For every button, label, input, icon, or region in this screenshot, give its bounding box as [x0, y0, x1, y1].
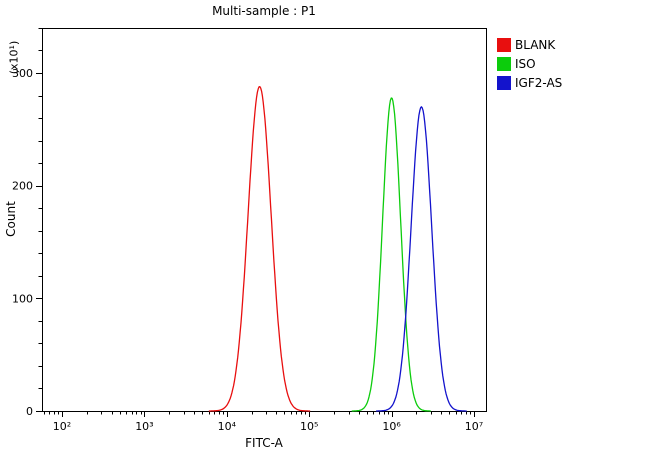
curve-iso [351, 97, 431, 412]
x-axis-label: FITC-A [245, 436, 283, 450]
legend-item-iso: ISO [497, 57, 562, 71]
axis-ticks [36, 28, 475, 417]
curve-igf2-as [376, 106, 467, 412]
legend-swatch-iso [497, 57, 511, 71]
y-tick-label: 300 [12, 67, 33, 80]
legend: BLANK ISO IGF2-AS [497, 38, 562, 95]
x-tick-label: 10⁶ [382, 420, 401, 433]
x-tick-label: 10⁴ [218, 420, 237, 433]
curve-blank [208, 86, 311, 412]
y-axis-multiplier: (x10¹) [7, 40, 21, 75]
legend-label-igf2-as: IGF2-AS [515, 76, 563, 90]
legend-item-blank: BLANK [497, 38, 562, 52]
y-axis-label: Count [4, 201, 18, 237]
legend-swatch-igf2-as [497, 76, 511, 90]
x-tick-label: 10³ [135, 420, 153, 433]
y-tick-label: 100 [12, 292, 33, 305]
chart-title: Multi-sample : P1 [212, 4, 316, 18]
y-tick-label: 200 [12, 180, 33, 193]
plot-frame [42, 28, 487, 412]
legend-label-blank: BLANK [515, 38, 556, 52]
y-tick-label: 0 [26, 405, 33, 418]
x-tick-label: 10⁷ [465, 420, 483, 433]
x-tick-label: 10² [53, 420, 71, 433]
legend-swatch-blank [497, 38, 511, 52]
x-tick-label: 10⁵ [300, 420, 318, 433]
legend-label-iso: ISO [515, 57, 536, 71]
legend-item-igf2-as: IGF2-AS [497, 76, 562, 90]
